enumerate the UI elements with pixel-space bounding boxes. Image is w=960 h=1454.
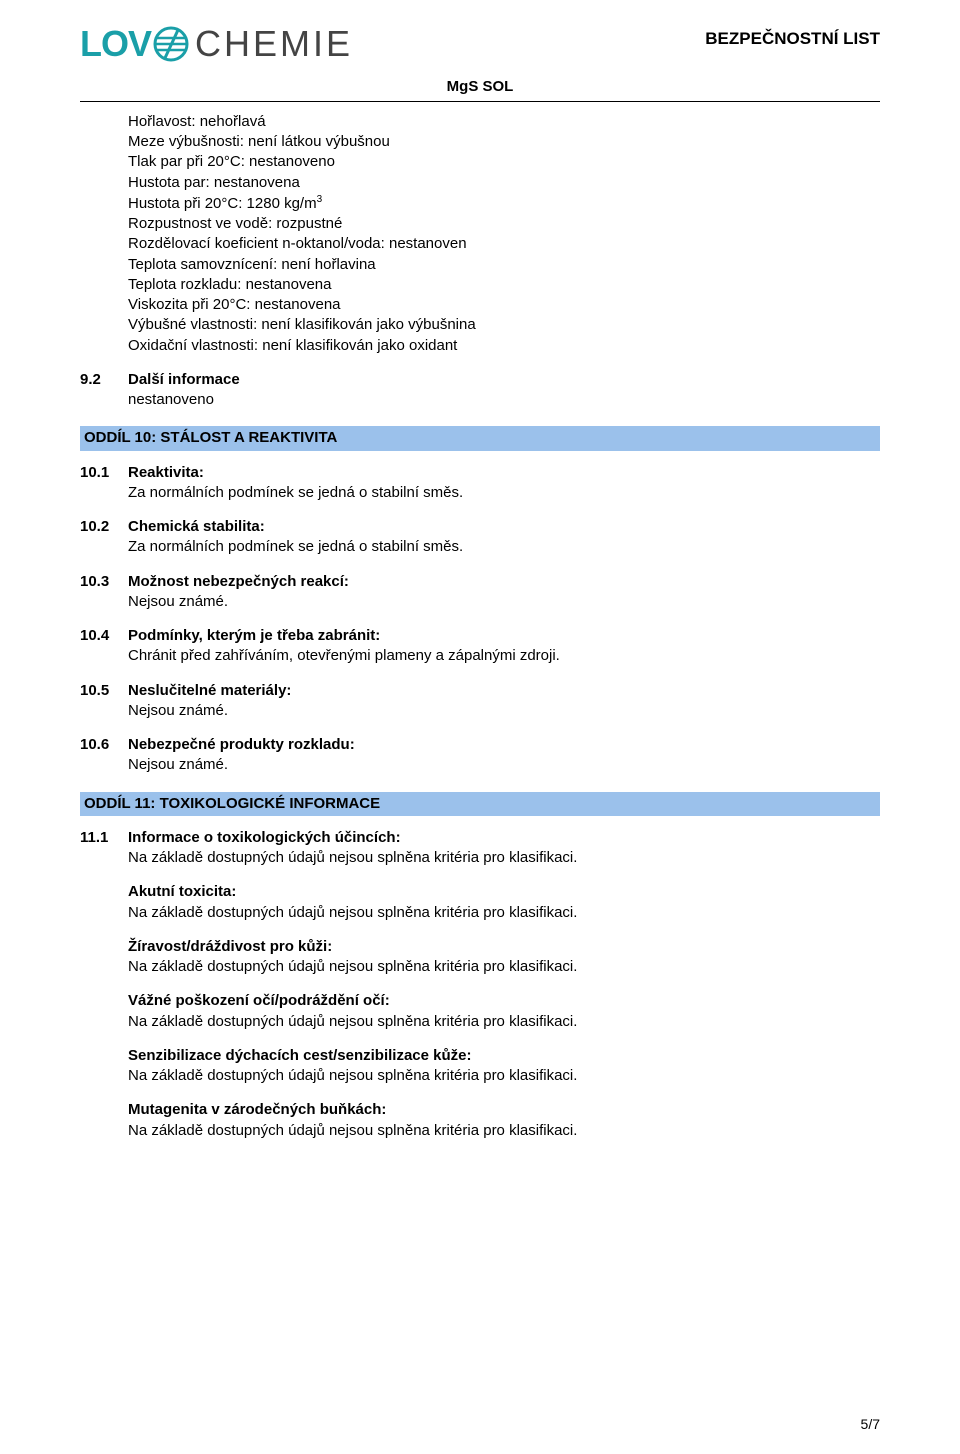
property-line: Teplota samovznícení: není hořlavina	[128, 255, 880, 275]
entry-text: Na základě dostupných údajů nejsou splně…	[128, 848, 880, 868]
section-10-entry: 10.3Možnost nebezpečných reakcí:Nejsou z…	[80, 572, 880, 613]
sub-text: Na základě dostupných údajů nejsou splně…	[128, 1121, 880, 1141]
sub-text: Na základě dostupných údajů nejsou splně…	[128, 903, 880, 923]
property-line: Hustota par: nestanovena	[128, 173, 880, 193]
entry-number: 10.5	[80, 681, 128, 722]
header-row: LOV CHEMIE BEZPEČNOSTNÍ LIST	[80, 20, 880, 69]
entry-number: 11.1	[80, 828, 128, 869]
entry-text: Za normálních podmínek se jedná o stabil…	[128, 537, 880, 557]
section-11-sub: Žíravost/dráždivost pro kůži:Na základě …	[128, 937, 880, 978]
page: LOV CHEMIE BEZPEČNOSTNÍ LIST MgS SOL Hoř…	[0, 0, 960, 1454]
header-right-label: BEZPEČNOSTNÍ LIST	[705, 20, 880, 51]
entry-text: Nejsou známé.	[128, 701, 880, 721]
property-line: Meze výbušnosti: není látkou výbušnou	[128, 132, 880, 152]
entry-title: Další informace	[128, 370, 880, 390]
property-line: Hořlavost: nehořlavá	[128, 112, 880, 132]
doc-title: MgS SOL	[80, 77, 880, 97]
logo-globe-icon	[153, 26, 189, 62]
property-line: Viskozita při 20°C: nestanovena	[128, 295, 880, 315]
sub-text: Na základě dostupných údajů nejsou splně…	[128, 1012, 880, 1032]
entry-title: Informace o toxikologických účincích:	[128, 828, 880, 848]
entry-number: 10.6	[80, 735, 128, 776]
sub-title: Akutní toxicita:	[128, 882, 880, 902]
logo-chemie-text: CHEMIE	[195, 20, 353, 69]
entry-title: Možnost nebezpečných reakcí:	[128, 572, 880, 592]
section-10-entry: 10.2Chemická stabilita:Za normálních pod…	[80, 517, 880, 558]
entry-text: nestanoveno	[128, 390, 880, 410]
sub-title: Vážné poškození očí/podráždění očí:	[128, 991, 880, 1011]
sub-title: Mutagenita v zárodečných buňkách:	[128, 1100, 880, 1120]
entry-number: 10.4	[80, 626, 128, 667]
entry-11-1: 11.1 Informace o toxikologických účincíc…	[80, 828, 880, 869]
section-11-sub: Vážné poškození očí/podráždění očí:Na zá…	[128, 991, 880, 1032]
entry-number: 10.2	[80, 517, 128, 558]
sub-text: Na základě dostupných údajů nejsou splně…	[128, 1066, 880, 1086]
section-10-heading: ODDÍL 10: STÁLOST A REAKTIVITA	[80, 426, 880, 450]
section-10-entry: 10.5Neslučitelné materiály:Nejsou známé.	[80, 681, 880, 722]
property-line: Teplota rozkladu: nestanovena	[128, 275, 880, 295]
header-divider	[80, 101, 880, 102]
section-10-entry: 10.6Nebezpečné produkty rozkladu:Nejsou …	[80, 735, 880, 776]
entry-9-2: 9.2 Další informace nestanoveno	[80, 370, 880, 411]
property-line: Hustota při 20°C: 1280 kg/m3	[128, 193, 880, 214]
section-11-sub: Senzibilizace dýchacích cest/senzibiliza…	[128, 1046, 880, 1087]
entry-text: Za normálních podmínek se jedná o stabil…	[128, 483, 880, 503]
entry-text: Nejsou známé.	[128, 592, 880, 612]
logo-lov-text: LOV	[80, 20, 151, 69]
section-11-heading: ODDÍL 11: TOXIKOLOGICKÉ INFORMACE	[80, 792, 880, 816]
property-line: Rozpustnost ve vodě: rozpustné	[128, 214, 880, 234]
sub-title: Senzibilizace dýchacích cest/senzibiliza…	[128, 1046, 880, 1066]
page-number: 5/7	[861, 1415, 880, 1434]
sub-title: Žíravost/dráždivost pro kůži:	[128, 937, 880, 957]
entry-number: 10.1	[80, 463, 128, 504]
entry-title: Podmínky, kterým je třeba zabránit:	[128, 626, 880, 646]
superscript: 3	[317, 194, 323, 205]
property-line: Tlak par při 20°C: nestanoveno	[128, 152, 880, 172]
property-line: Rozdělovací koeficient n-oktanol/voda: n…	[128, 234, 880, 254]
entry-text: Chránit před zahříváním, otevřenými plam…	[128, 646, 880, 666]
section-10-entry: 10.1Reaktivita:Za normálních podmínek se…	[80, 463, 880, 504]
entry-title: Neslučitelné materiály:	[128, 681, 880, 701]
section-11-sub: Akutní toxicita:Na základě dostupných úd…	[128, 882, 880, 923]
entry-text: Nejsou známé.	[128, 755, 880, 775]
entry-number: 9.2	[80, 370, 128, 411]
entry-number: 10.3	[80, 572, 128, 613]
logo: LOV CHEMIE	[80, 20, 353, 69]
section-10-entry: 10.4Podmínky, kterým je třeba zabránit:C…	[80, 626, 880, 667]
entry-title: Nebezpečné produkty rozkladu:	[128, 735, 880, 755]
entry-title: Reaktivita:	[128, 463, 880, 483]
sub-text: Na základě dostupných údajů nejsou splně…	[128, 957, 880, 977]
properties-block: Hořlavost: nehořlaváMeze výbušnosti: nen…	[128, 112, 880, 356]
property-line: Oxidační vlastnosti: není klasifikován j…	[128, 336, 880, 356]
property-line: Výbušné vlastnosti: není klasifikován ja…	[128, 315, 880, 335]
section-11-sub: Mutagenita v zárodečných buňkách:Na zákl…	[128, 1100, 880, 1141]
entry-title: Chemická stabilita:	[128, 517, 880, 537]
